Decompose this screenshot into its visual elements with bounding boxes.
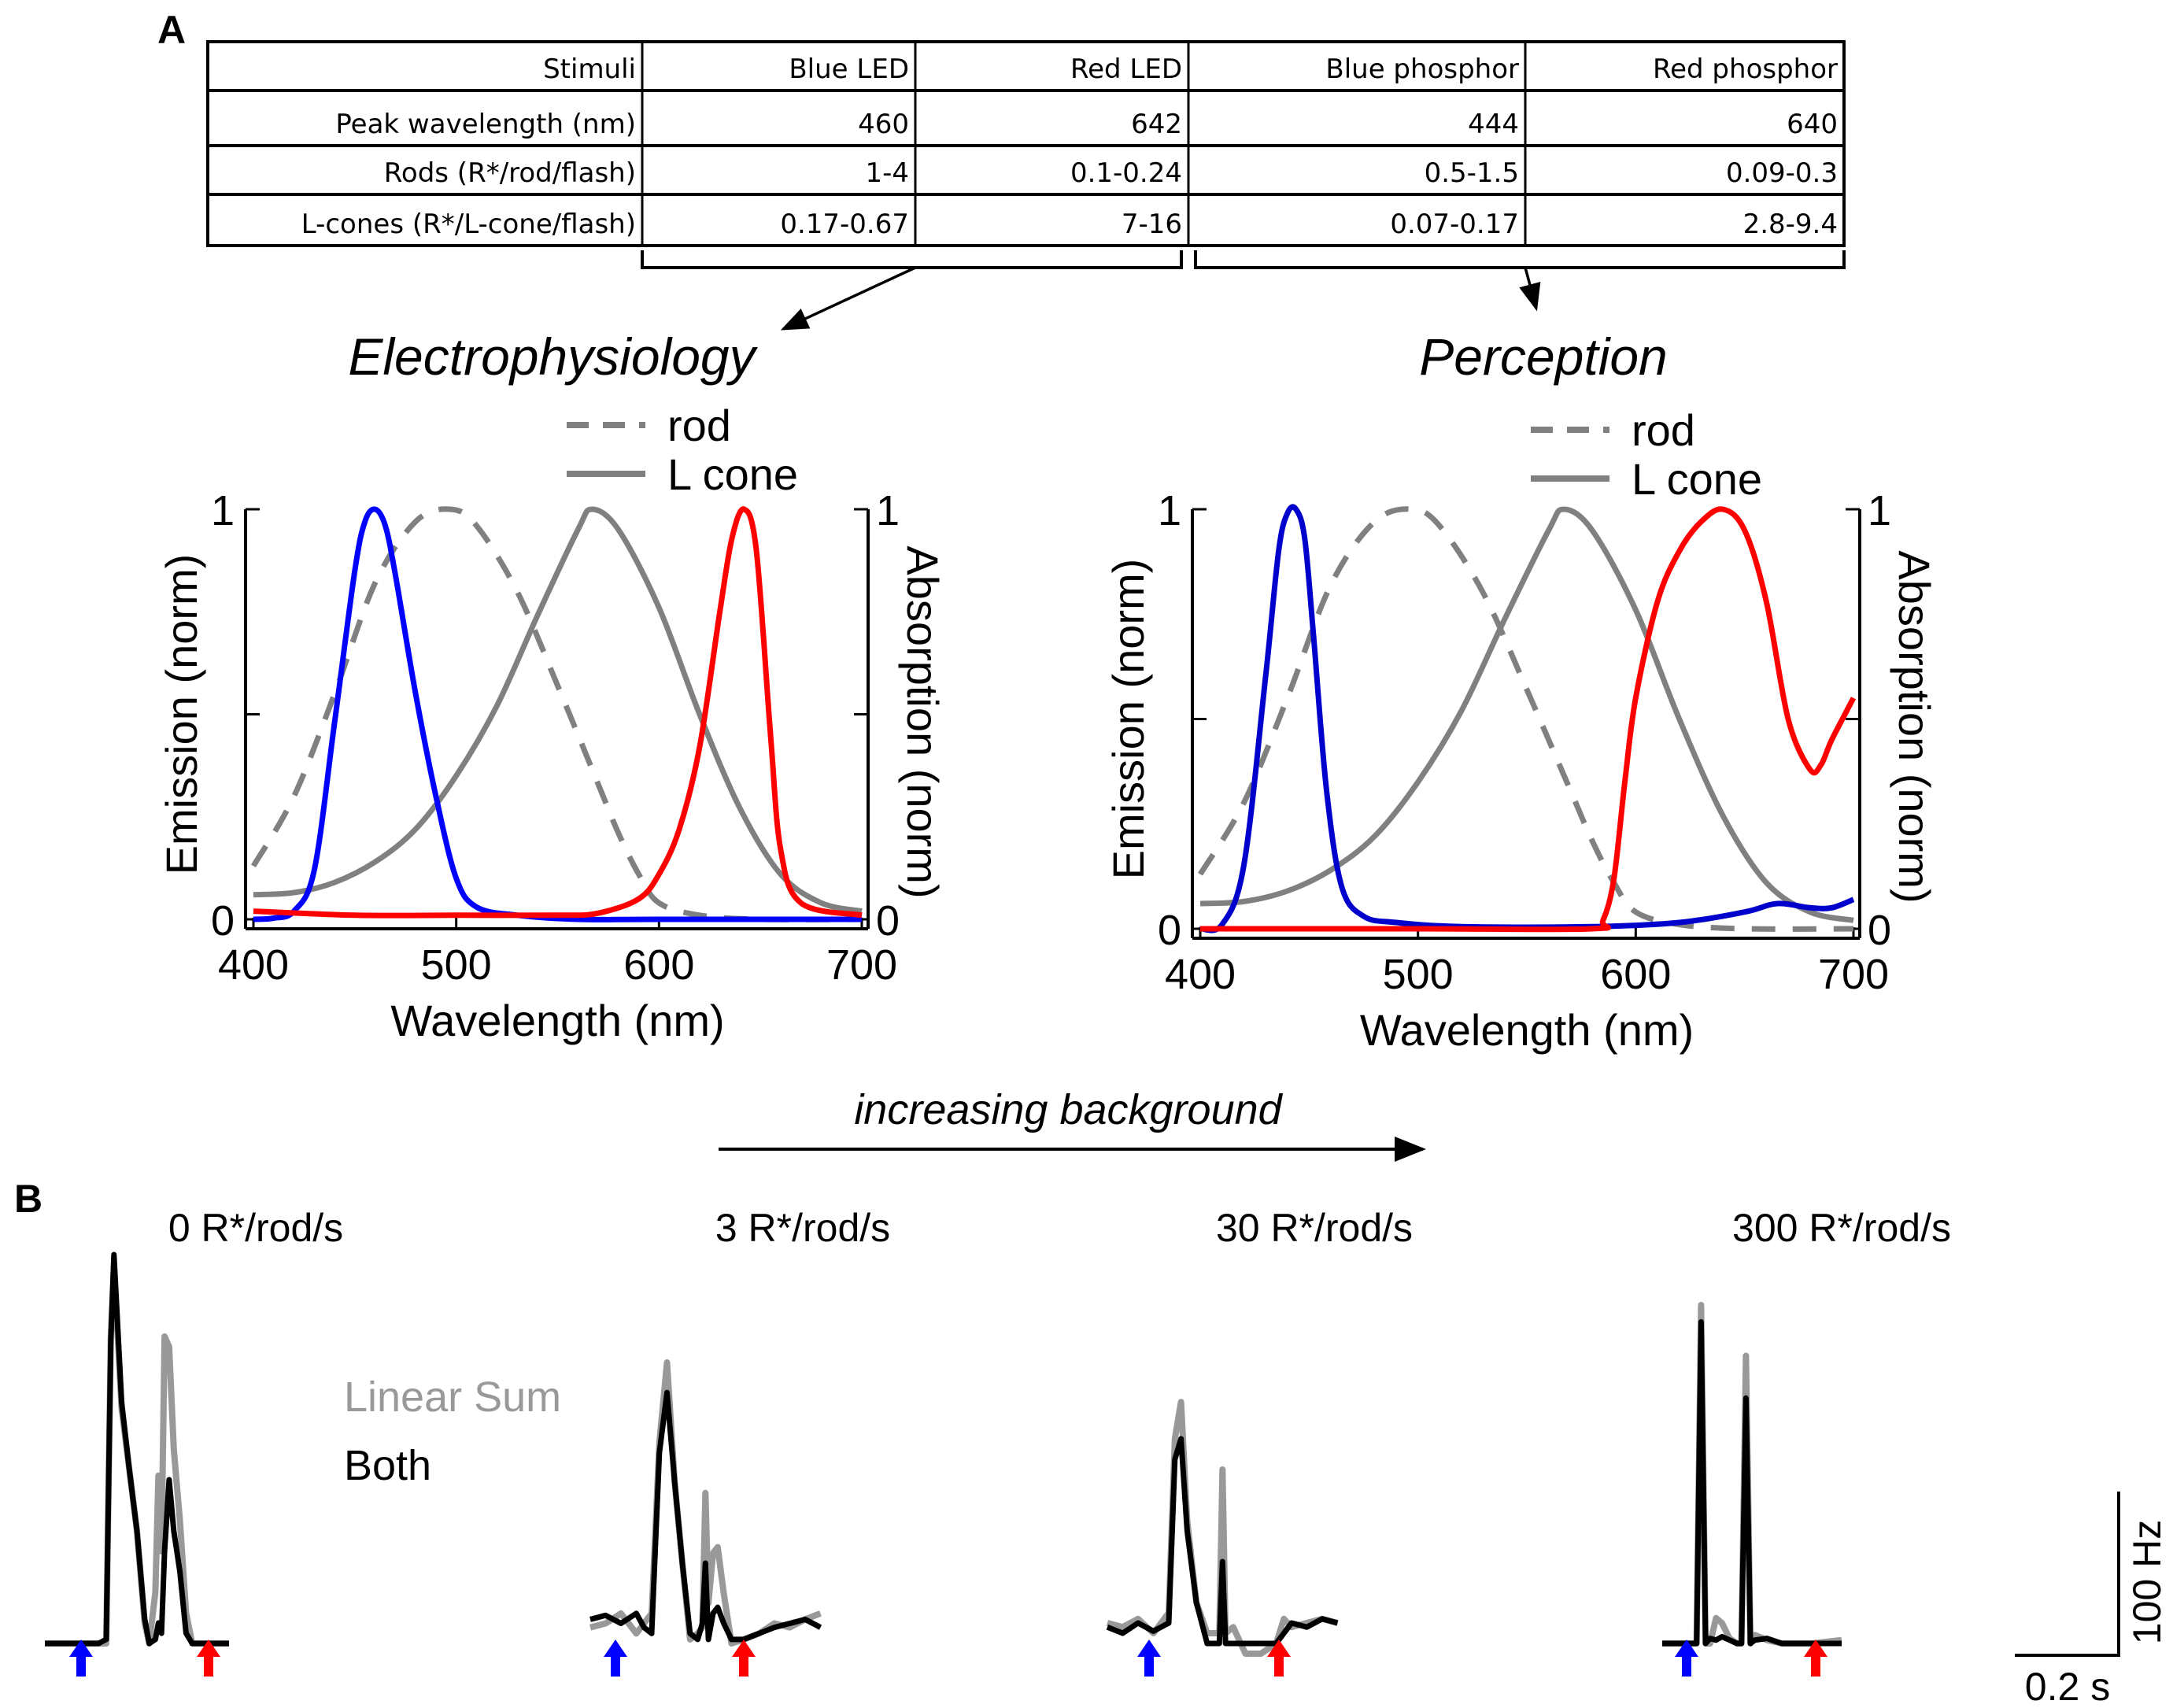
perception-bracket bbox=[1194, 250, 1846, 269]
y-axis-label-left: Emission (norm) bbox=[157, 554, 206, 875]
trace-panel-0: 0 R*/rod/s bbox=[45, 1206, 343, 1677]
table-cell: 0.09-0.3 bbox=[1726, 157, 1838, 189]
table-row-label: Rods (R*/rod/flash) bbox=[384, 157, 636, 189]
y-tick-label-left: 1 bbox=[211, 487, 235, 534]
y-tick-label-right: 0 bbox=[876, 897, 900, 945]
blue-stimulus-arrow-icon bbox=[1675, 1640, 1698, 1677]
trace-both bbox=[45, 1251, 229, 1647]
table-header-cell: Red LED bbox=[1070, 54, 1182, 85]
table-cell: 0.17-0.67 bbox=[780, 209, 909, 240]
red-stimulus-arrow-icon bbox=[732, 1640, 756, 1677]
table-row-label: L-cones (R*/L-cone/flash) bbox=[301, 209, 636, 240]
background-level-title: 30 R*/rod/s bbox=[1216, 1206, 1413, 1250]
legend-lcone-label: L cone bbox=[667, 449, 798, 499]
increasing-background-label: increasing background bbox=[854, 1086, 1283, 1133]
legend-lcone-label: L cone bbox=[1632, 454, 1762, 504]
trace-panel-30: 30 R*/rod/s bbox=[1106, 1206, 1413, 1677]
x-tick-label: 600 bbox=[1600, 951, 1671, 998]
series-line-blue-phosphor bbox=[1199, 504, 1855, 933]
background-level-title: 3 R*/rod/s bbox=[715, 1206, 890, 1250]
scale-bar-x-label: 0.2 s bbox=[2025, 1665, 2110, 1708]
legend-rod-label: rod bbox=[1632, 405, 1695, 455]
table-header-cell: Blue LED bbox=[789, 54, 909, 85]
series-line-rod bbox=[1198, 506, 1854, 932]
red-stimulus-arrow-icon bbox=[197, 1640, 220, 1677]
perception-arrow bbox=[1519, 267, 1541, 312]
legend-linear-sum: Linear Sum bbox=[344, 1373, 561, 1421]
table-cell: 460 bbox=[858, 109, 909, 140]
x-axis-label: Wavelength (nm) bbox=[1360, 1005, 1694, 1055]
y-tick-label-right: 1 bbox=[876, 487, 900, 534]
panel-b-letter: B bbox=[14, 1177, 42, 1221]
table-cell: 444 bbox=[1468, 109, 1519, 140]
y-tick-label-right: 0 bbox=[1868, 907, 1891, 954]
table-header-cell: Stimuli bbox=[543, 54, 636, 85]
table-cell: 0.1-0.24 bbox=[1070, 157, 1182, 189]
y-axis-label-right: Absorption (norm) bbox=[1890, 550, 1939, 903]
table-cell: 640 bbox=[1787, 109, 1838, 140]
stimuli-table: Stimuli Blue LED Red LED Blue phosphor Red p… bbox=[206, 40, 1846, 247]
table-cell: 0.07-0.17 bbox=[1390, 209, 1519, 240]
y-tick-label-right: 1 bbox=[1868, 487, 1891, 534]
x-tick-label: 500 bbox=[421, 941, 492, 989]
trace-both bbox=[589, 1389, 822, 1643]
trace-linear-sum bbox=[45, 1262, 229, 1647]
y-tick-label-left: 0 bbox=[1158, 907, 1181, 954]
electrophysiology-title: Electrophysiology bbox=[348, 327, 758, 386]
y-axis-label-right: Absorption (norm) bbox=[898, 545, 948, 898]
electrophysiology-arrow bbox=[780, 266, 916, 331]
trace-panel-3: 3 R*/rod/s bbox=[589, 1206, 890, 1677]
panel-a-letter: A bbox=[157, 8, 186, 52]
scale-bar: 0.2 s 100 Hz bbox=[2015, 1492, 2169, 1708]
x-tick-label: 500 bbox=[1383, 951, 1454, 998]
x-tick-label: 600 bbox=[623, 941, 694, 989]
red-stimulus-arrow-icon bbox=[1267, 1640, 1291, 1677]
table-cell: 0.5-1.5 bbox=[1425, 157, 1519, 189]
table-header-cell: Red phosphor bbox=[1653, 54, 1838, 85]
x-tick-label: 400 bbox=[1165, 951, 1236, 998]
series-line-l-cone bbox=[253, 506, 863, 915]
x-tick-label: 400 bbox=[218, 941, 289, 989]
y-axis-label-left: Emission (norm) bbox=[1103, 559, 1153, 880]
trace-both bbox=[1662, 1319, 1842, 1647]
y-tick-label-left: 0 bbox=[211, 897, 235, 945]
blue-stimulus-arrow-icon bbox=[1137, 1640, 1161, 1677]
table-border bbox=[206, 40, 1846, 247]
legend-rod-label: rod bbox=[667, 401, 731, 450]
background-level-title: 0 R*/rod/s bbox=[168, 1206, 343, 1250]
table-row-label: Peak wavelength (nm) bbox=[335, 109, 636, 140]
table-brackets bbox=[641, 250, 1846, 331]
blue-stimulus-arrow-icon bbox=[69, 1640, 93, 1677]
scale-bar-y-label: 100 Hz bbox=[2125, 1520, 2169, 1644]
table-cell: 1-4 bbox=[865, 157, 909, 189]
y-tick-label-left: 1 bbox=[1158, 487, 1181, 534]
series-line-red-led bbox=[253, 506, 863, 919]
red-stimulus-arrow-icon bbox=[1804, 1640, 1827, 1677]
x-tick-label: 700 bbox=[826, 941, 897, 989]
table-cell: 642 bbox=[1131, 109, 1182, 140]
perception-title: Perception bbox=[1419, 327, 1668, 386]
table-cell: 2.8-9.4 bbox=[1743, 209, 1838, 240]
trace-panel-300: 300 R*/rod/s bbox=[1662, 1206, 1951, 1677]
legend-both: Both bbox=[344, 1442, 431, 1489]
x-tick-label: 700 bbox=[1818, 951, 1889, 998]
blue-stimulus-arrow-icon bbox=[604, 1640, 627, 1677]
series-line-l-cone bbox=[1199, 506, 1854, 923]
table-cell: 7-16 bbox=[1122, 209, 1182, 240]
x-axis-label: Wavelength (nm) bbox=[390, 996, 724, 1045]
electrophysiology-bracket bbox=[641, 250, 1183, 269]
trace-both bbox=[1106, 1436, 1339, 1647]
series-line-blue-led bbox=[253, 506, 862, 922]
table-header-cell: Blue phosphor bbox=[1325, 54, 1519, 85]
background-level-title: 300 R*/rod/s bbox=[1732, 1206, 1951, 1250]
series-line-red-phosphor bbox=[1200, 506, 1857, 933]
